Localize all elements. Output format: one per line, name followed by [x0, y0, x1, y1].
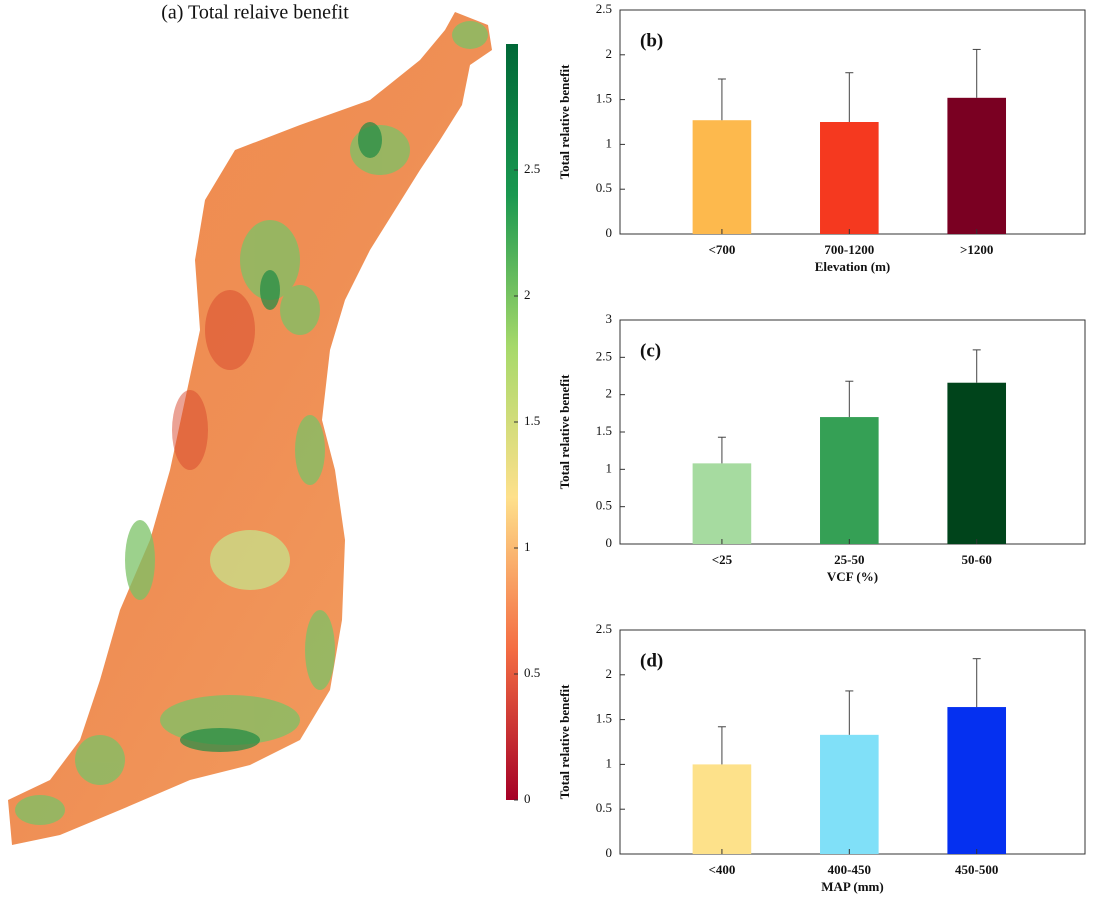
bar: [692, 120, 752, 234]
y-tick-label: 0.5: [596, 800, 612, 815]
y-axis-label: Total relative benefit: [557, 374, 572, 489]
bar: [820, 122, 879, 234]
bar: [820, 734, 879, 854]
y-tick-label: 0: [606, 845, 613, 860]
y-tick-label: 0: [606, 225, 613, 240]
bar: [947, 707, 1007, 854]
bar: [947, 382, 1007, 544]
y-tick-label: 1: [606, 460, 613, 475]
bar: [947, 97, 1007, 234]
bar: [692, 463, 752, 544]
y-tick-label: 2.5: [596, 348, 612, 363]
x-axis-label: MAP (mm): [821, 879, 883, 894]
y-tick-label: 1.5: [596, 423, 612, 438]
map-title: (a) Total relaive benefit: [161, 2, 349, 24]
bar: [820, 417, 879, 544]
y-tick-label: 1.5: [596, 91, 612, 106]
x-axis-label: VCF (%): [827, 569, 878, 584]
y-tick-label: 2.5: [596, 621, 612, 636]
y-tick-label: 1: [606, 755, 613, 770]
y-tick-label: 0: [606, 535, 613, 550]
y-tick-label: 1.5: [596, 711, 612, 726]
x-tick-label: <25: [712, 552, 733, 567]
map-region: [8, 12, 492, 845]
x-tick-label: 450-500: [955, 862, 998, 877]
panel-label: (d): [640, 650, 663, 671]
colorbar-tick-label: 0.5: [524, 665, 540, 680]
panel-label: (c): [640, 340, 661, 361]
y-tick-label: 2: [606, 46, 613, 61]
y-tick-label: 2: [606, 386, 613, 401]
x-tick-label: >1200: [960, 242, 993, 257]
x-tick-label: 700-1200: [824, 242, 874, 257]
x-tick-label: 400-450: [828, 862, 871, 877]
y-axis-label: Total relative benefit: [557, 684, 572, 799]
colorbar-tick-label: 1.5: [524, 413, 540, 428]
y-tick-label: 2: [606, 666, 613, 681]
colorbar-tick-label: 2: [524, 287, 531, 302]
colorbar: [506, 44, 518, 800]
panel-label: (b): [640, 30, 663, 51]
map: [8, 12, 492, 845]
map-texture: [15, 21, 488, 825]
y-tick-label: 2.5: [596, 1, 612, 16]
colorbar-tick-label: 1: [524, 539, 531, 554]
x-axis-label: Elevation (m): [815, 259, 890, 274]
y-axis-label: Total relative benefit: [557, 64, 572, 179]
y-tick-label: 1: [606, 135, 613, 150]
bar: [692, 764, 752, 854]
colorbar-tick-label: 0: [524, 791, 531, 806]
x-tick-label: 50-60: [962, 552, 992, 567]
x-tick-label: <700: [708, 242, 735, 257]
y-tick-label: 3: [606, 311, 613, 326]
y-tick-label: 0.5: [596, 498, 612, 513]
y-tick-label: 0.5: [596, 180, 612, 195]
colorbar-tick-label: 2.5: [524, 161, 540, 176]
x-tick-label: <400: [708, 862, 735, 877]
x-tick-label: 25-50: [834, 552, 864, 567]
